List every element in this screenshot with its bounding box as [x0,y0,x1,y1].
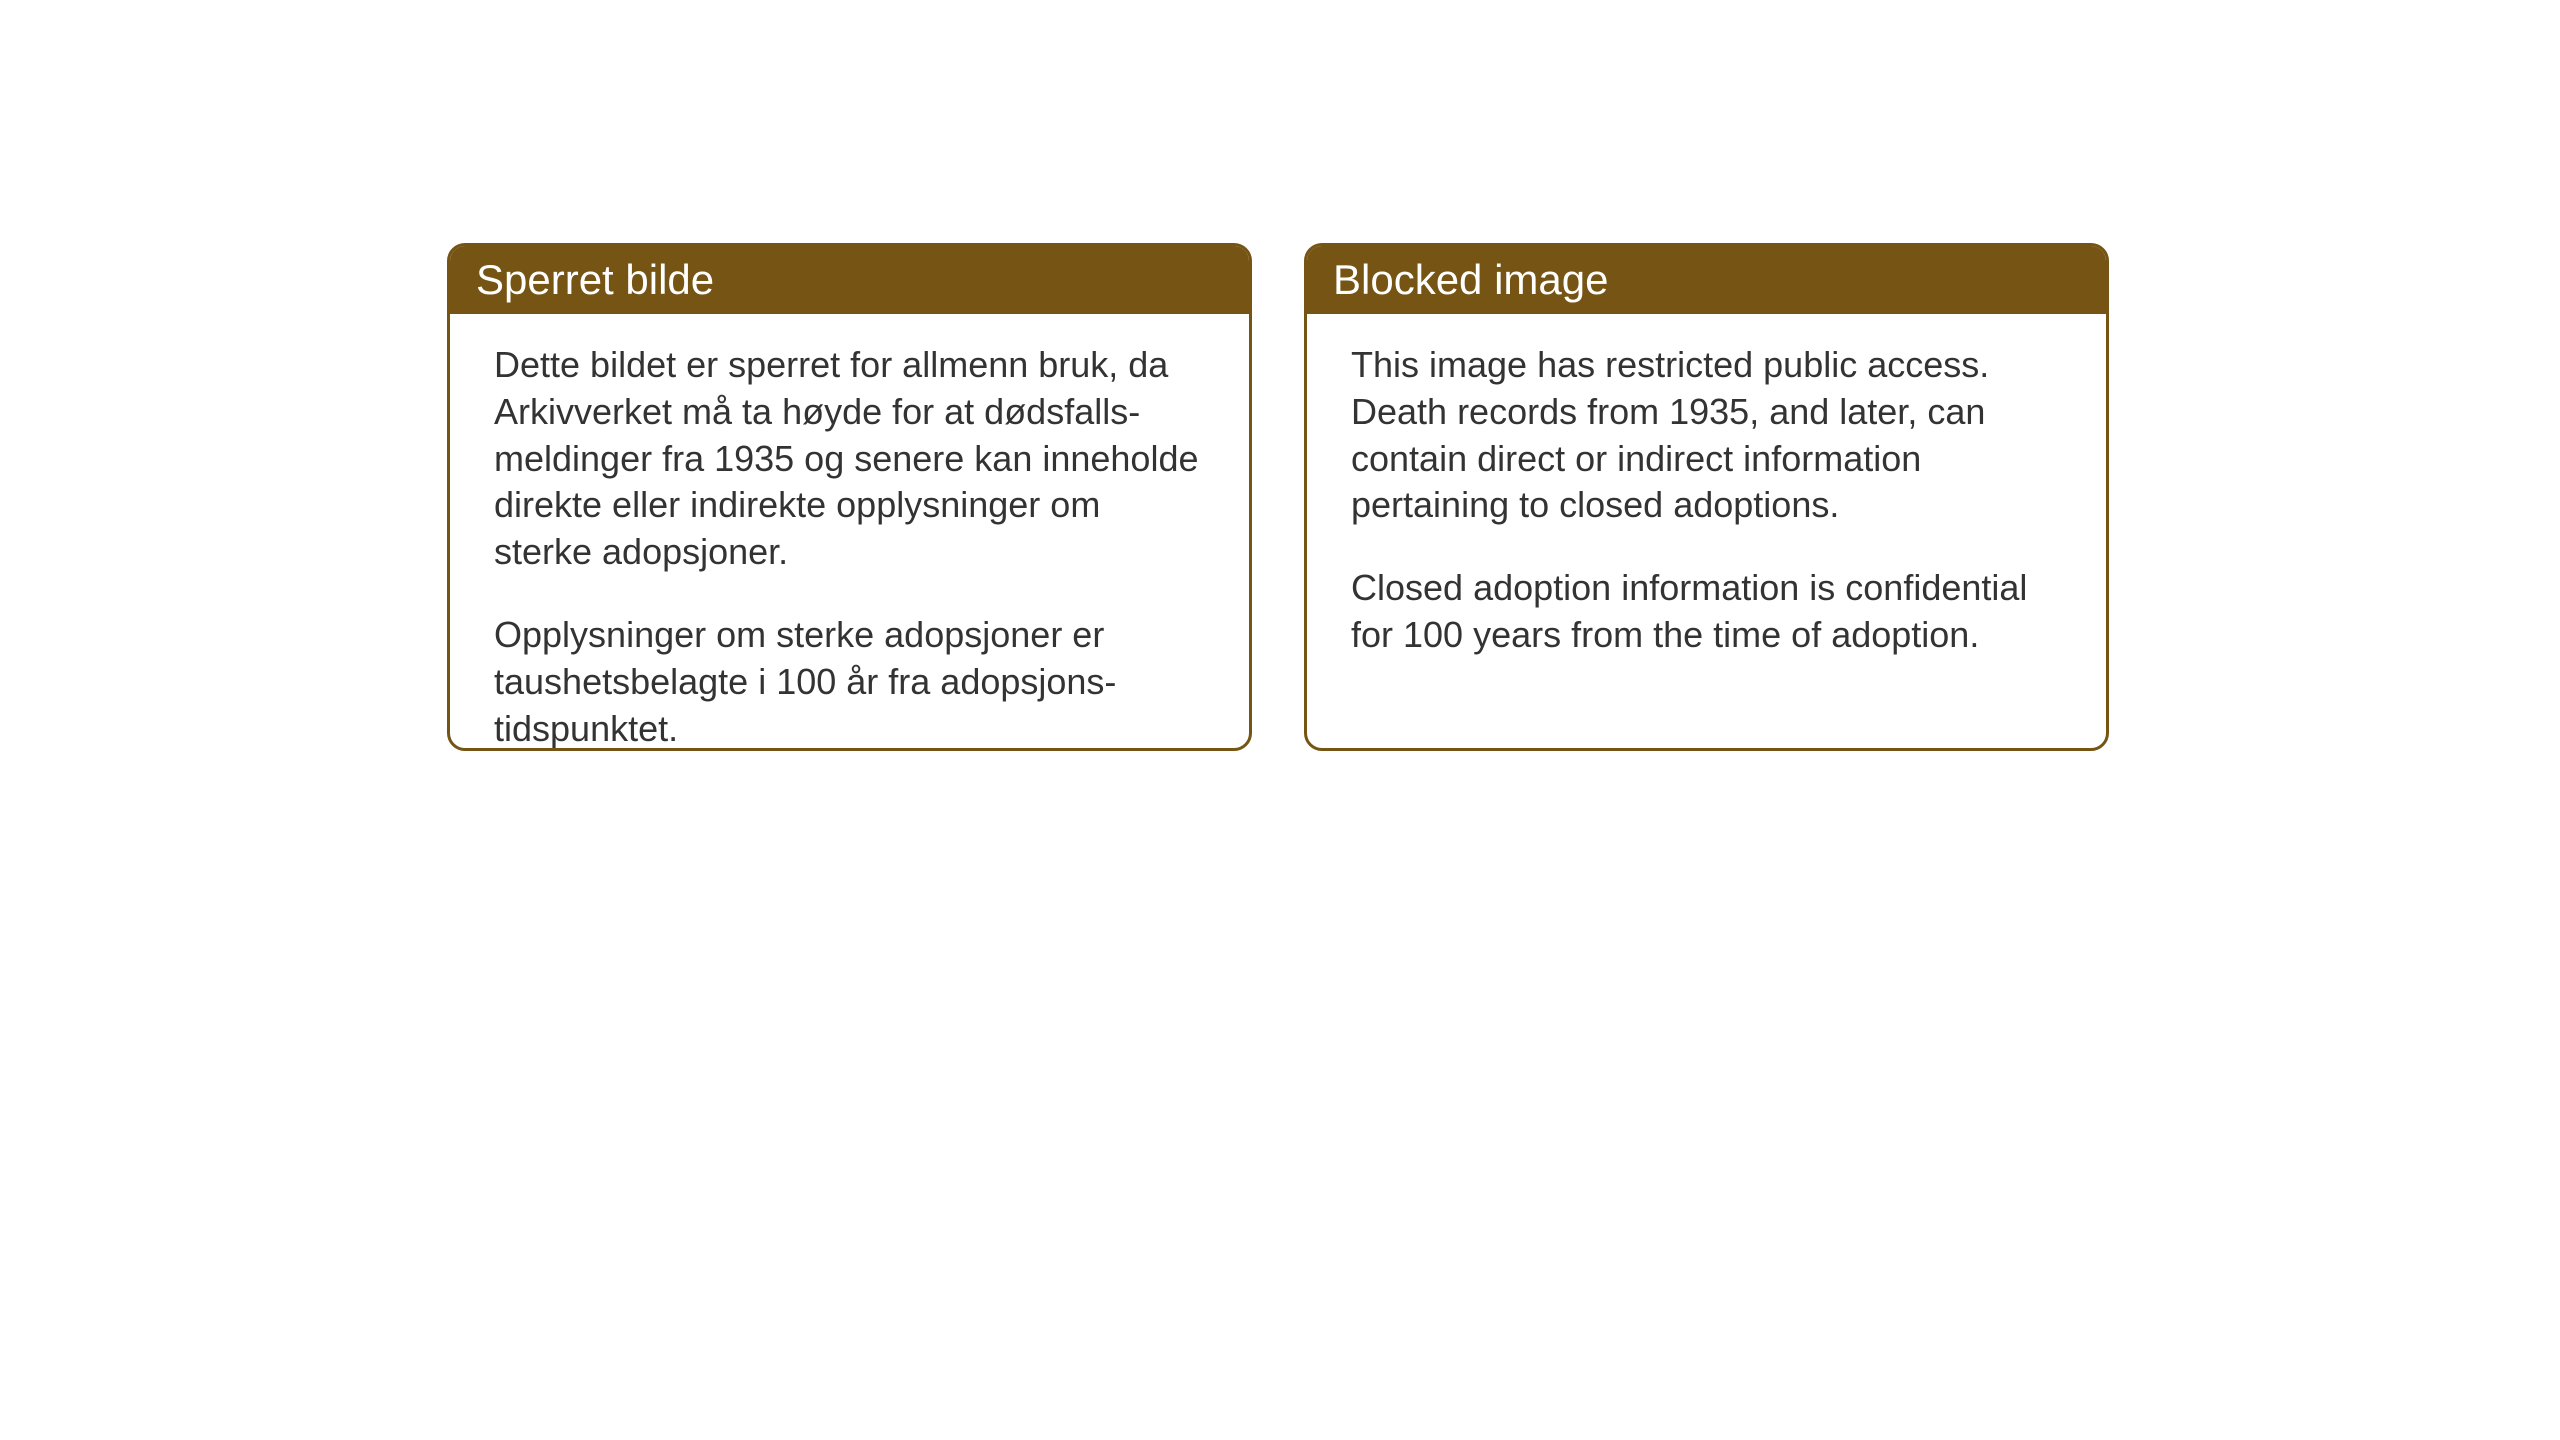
english-card-title: Blocked image [1307,246,2106,314]
norwegian-card-body: Dette bildet er sperret for allmenn bruk… [450,314,1249,751]
norwegian-paragraph-1: Dette bildet er sperret for allmenn bruk… [494,342,1205,576]
english-paragraph-2: Closed adoption information is confident… [1351,565,2062,659]
notice-container: Sperret bilde Dette bildet er sperret fo… [447,243,2109,751]
norwegian-notice-card: Sperret bilde Dette bildet er sperret fo… [447,243,1252,751]
norwegian-card-title: Sperret bilde [450,246,1249,314]
english-card-body: This image has restricted public access.… [1307,314,2106,687]
english-paragraph-1: This image has restricted public access.… [1351,342,2062,529]
english-notice-card: Blocked image This image has restricted … [1304,243,2109,751]
norwegian-paragraph-2: Opplysninger om sterke adopsjoner er tau… [494,612,1205,751]
